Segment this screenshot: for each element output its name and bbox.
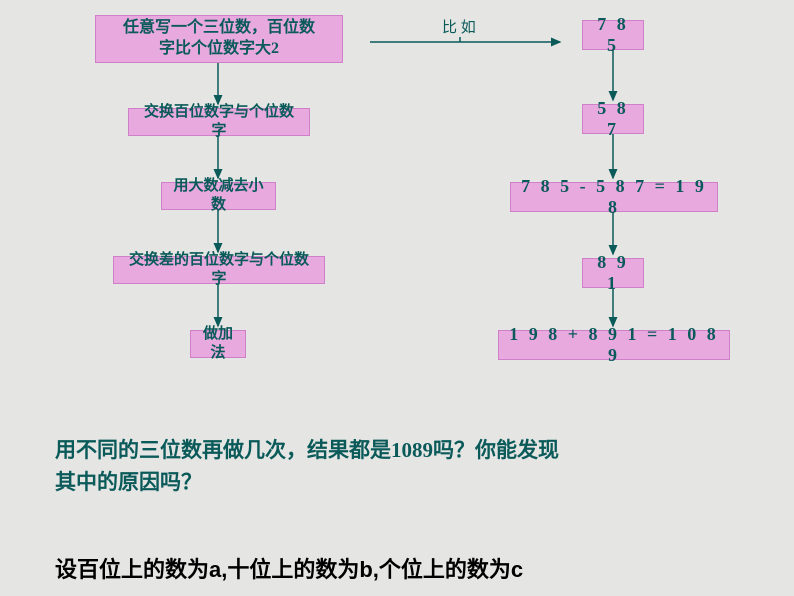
example-value-label: 1 9 8 + 8 9 1 = 1 0 8 9	[509, 324, 719, 366]
example-value-label: 8 9 1	[593, 252, 633, 294]
flow-step-box: 交换百位数字与个位数字	[128, 108, 310, 136]
flow-step-label: 任意写一个三位数，百位数 字比个位数字大2	[123, 18, 315, 60]
example-value-box: 5 8 7	[582, 104, 644, 134]
connector-label: 比 如	[442, 16, 476, 37]
question-text: 用不同的三位数再做几次，结果都是1089吗？你能发现 其中的原因吗？	[55, 435, 745, 498]
example-value-box: 7 8 5	[582, 20, 644, 50]
flow-step-label: 用大数减去小数	[172, 177, 265, 216]
flow-step-box: 做加法	[190, 330, 246, 358]
example-value-label: 7 8 5	[593, 14, 633, 56]
flow-step-box: 交换差的百位数字与个位数字	[113, 256, 325, 284]
answer-text: 设百位上的数为a,十位上的数为b,个位上的数为c	[55, 552, 523, 584]
example-value-box: 7 8 5 - 5 8 7 = 1 9 8	[510, 182, 718, 212]
flow-step-label: 交换差的百位数字与个位数字	[124, 251, 314, 290]
flow-step-label: 做加法	[201, 325, 235, 364]
flow-step-label: 交换百位数字与个位数字	[139, 103, 299, 142]
flow-step-box: 用大数减去小数	[161, 182, 276, 210]
example-value-box: 1 9 8 + 8 9 1 = 1 0 8 9	[498, 330, 730, 360]
example-value-label: 5 8 7	[593, 98, 633, 140]
example-value-box: 8 9 1	[582, 258, 644, 288]
example-value-label: 7 8 5 - 5 8 7 = 1 9 8	[521, 176, 707, 218]
flow-step-box: 任意写一个三位数，百位数 字比个位数字大2	[95, 15, 343, 63]
